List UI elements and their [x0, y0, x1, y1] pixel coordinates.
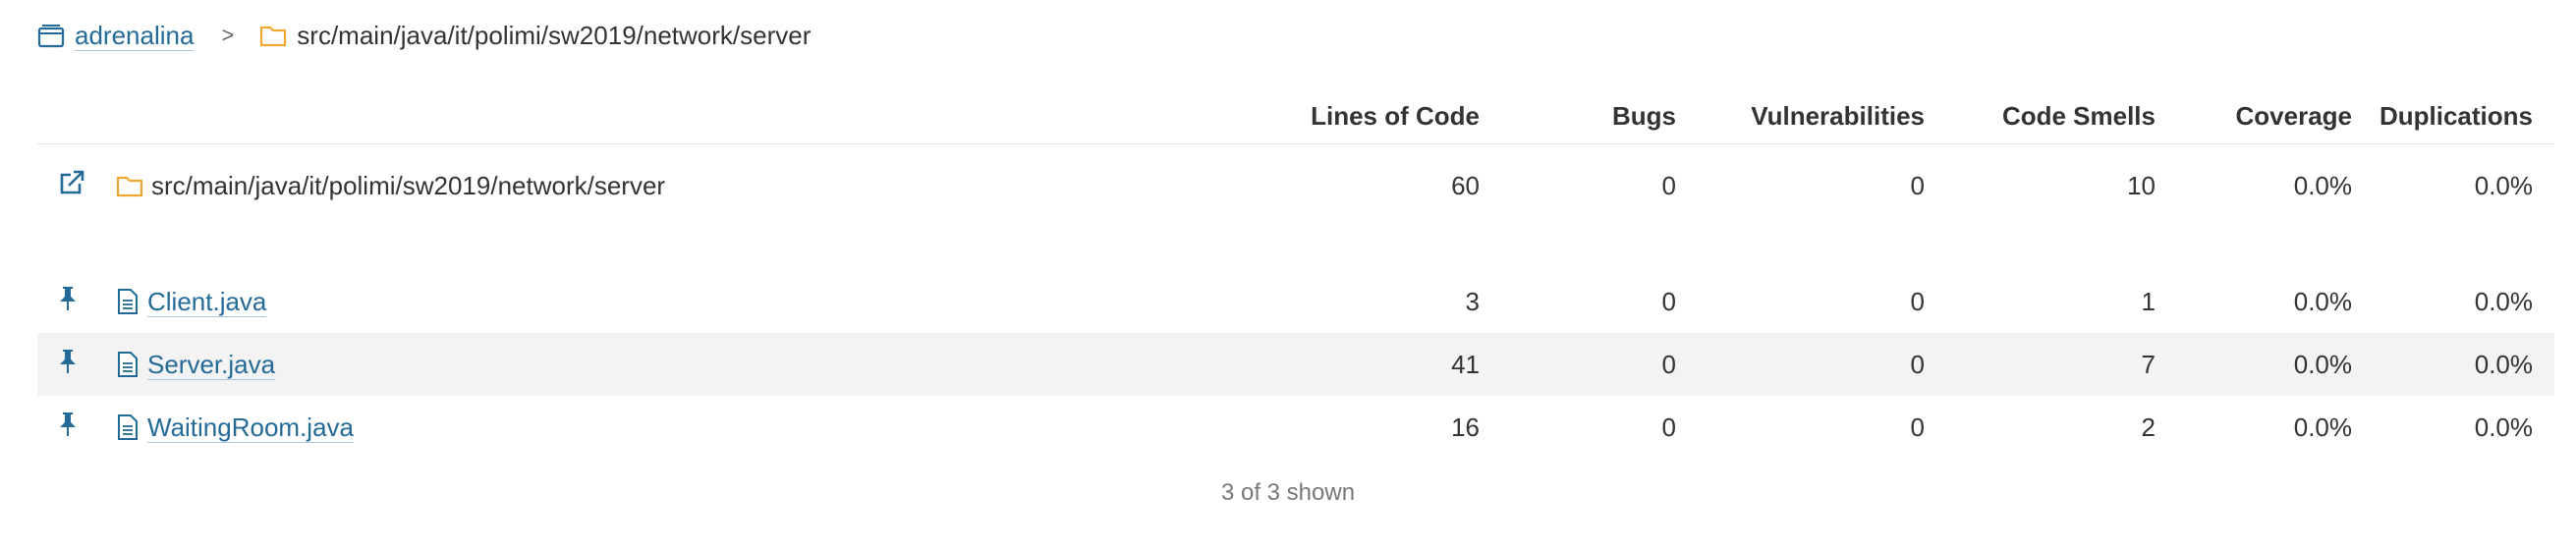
table-header-row: Lines of Code Bugs Vulnerabilities Code …	[37, 88, 2554, 144]
file-link[interactable]: WaitingRoom.java	[147, 412, 355, 443]
vulnerabilities-value[interactable]: 0	[1698, 333, 1946, 396]
vulnerabilities-value[interactable]: 0	[1910, 412, 1925, 442]
code-smells-value[interactable]: 10	[2127, 170, 2156, 200]
column-header-bugs[interactable]: Bugs	[1501, 88, 1698, 144]
results-count: 3 of 3 shown	[0, 479, 2576, 507]
column-header-coverage[interactable]: Coverage	[2177, 88, 2374, 144]
coverage-value[interactable]: 0.0%	[2293, 286, 2352, 316]
pin-icon[interactable]	[57, 348, 79, 375]
table-row: Client.java 3 0 0 1 0.0% 0.0%	[37, 270, 2554, 333]
breadcrumb-project-link[interactable]: adrenalina	[75, 20, 195, 51]
lines-of-code-value[interactable]: 41	[1305, 333, 1501, 396]
table-row: Server.java 41 0 0 7 0.0% 0.0%	[37, 333, 2554, 396]
bugs-value[interactable]: 0	[1661, 286, 1676, 316]
vulnerabilities-value[interactable]: 0	[1910, 286, 1925, 316]
coverage-value[interactable]: 0.0%	[2293, 170, 2352, 200]
file-link[interactable]: Server.java	[147, 349, 276, 380]
column-header-duplications[interactable]: Duplications	[2374, 88, 2554, 144]
folder-icon	[116, 174, 143, 197]
duplications-value[interactable]: 0.0%	[2474, 170, 2533, 200]
file-icon	[116, 351, 140, 378]
folder-icon	[259, 24, 287, 47]
lines-of-code-value[interactable]: 16	[1451, 412, 1480, 442]
lines-of-code-value[interactable]: 60	[1451, 170, 1480, 200]
bugs-value[interactable]: 0	[1501, 333, 1698, 396]
file-link[interactable]: Client.java	[147, 286, 267, 317]
duplications-value[interactable]: 0.0%	[2374, 333, 2554, 396]
base-component-name: src/main/java/it/polimi/sw2019/network/s…	[151, 170, 666, 200]
bugs-value[interactable]: 0	[1661, 170, 1676, 200]
code-smells-value[interactable]: 2	[2141, 412, 2156, 442]
breadcrumb-separator: >	[221, 23, 235, 47]
results-count-text: 3 of 3 shown	[1220, 479, 1356, 506]
coverage-value[interactable]: 0.0%	[2177, 333, 2374, 396]
code-smells-value[interactable]: 1	[2141, 286, 2156, 316]
external-link-icon[interactable]	[57, 168, 86, 197]
column-header-lines-of-code[interactable]: Lines of Code	[1305, 88, 1501, 144]
pin-icon[interactable]	[57, 411, 79, 438]
coverage-value[interactable]: 0.0%	[2293, 412, 2352, 442]
vulnerabilities-value[interactable]: 0	[1910, 170, 1925, 200]
table-row: WaitingRoom.java 16 0 0 2 0.0% 0.0%	[37, 396, 2554, 459]
file-icon	[116, 288, 140, 315]
column-header-vulnerabilities[interactable]: Vulnerabilities	[1698, 88, 1946, 144]
duplications-value[interactable]: 0.0%	[2474, 286, 2533, 316]
project-icon	[37, 23, 65, 48]
pin-icon[interactable]	[57, 285, 79, 312]
base-component-row: src/main/java/it/polimi/sw2019/network/s…	[37, 144, 2554, 228]
measures-table: Lines of Code Bugs Vulnerabilities Code …	[37, 88, 2554, 459]
lines-of-code-value[interactable]: 3	[1465, 286, 1480, 316]
duplications-value[interactable]: 0.0%	[2474, 412, 2533, 442]
bugs-value[interactable]: 0	[1661, 412, 1676, 442]
file-icon	[116, 413, 140, 441]
breadcrumb-current-path: src/main/java/it/polimi/sw2019/network/s…	[297, 20, 812, 50]
code-smells-value[interactable]: 7	[1946, 333, 2177, 396]
breadcrumb: adrenalina > src/main/java/it/polimi/sw2…	[37, 14, 811, 57]
column-header-code-smells[interactable]: Code Smells	[1946, 88, 2177, 144]
